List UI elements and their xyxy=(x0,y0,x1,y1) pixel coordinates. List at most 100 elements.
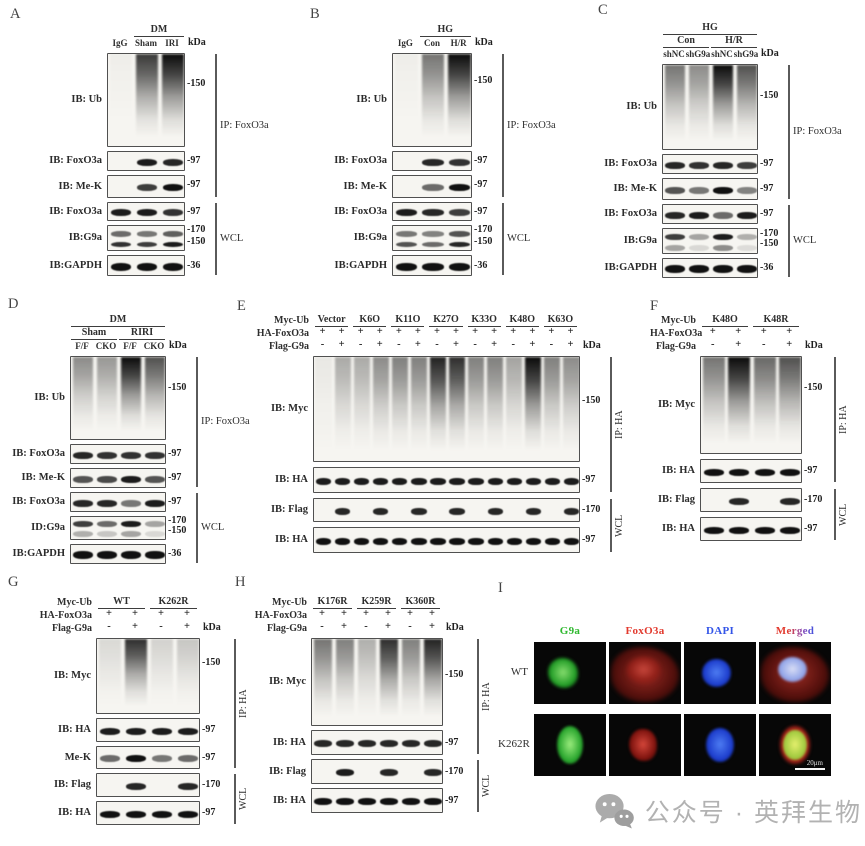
mw-marker: -150 xyxy=(804,382,823,394)
protein-band xyxy=(125,727,147,735)
protein-band xyxy=(729,526,750,534)
mw-marker: -150 xyxy=(202,657,221,669)
construct-value: + xyxy=(341,608,347,619)
protein-band xyxy=(395,262,417,271)
protein-band xyxy=(729,497,750,505)
protein-band xyxy=(422,231,444,237)
construct-value: + xyxy=(529,339,536,350)
protein-smear xyxy=(487,357,504,461)
protein-smear xyxy=(124,639,148,713)
blot-box xyxy=(313,467,580,493)
protein-smear xyxy=(315,357,332,461)
blot-box xyxy=(107,255,185,276)
construct-value: - xyxy=(511,339,516,350)
antibody-label: IB: Myc xyxy=(53,670,91,681)
bracket-label: WCL xyxy=(201,522,225,533)
construct-label: Myc-Ub xyxy=(661,315,696,326)
group-text: K33O xyxy=(471,314,497,325)
blot-box xyxy=(313,527,580,553)
protein-band xyxy=(110,241,132,248)
protein-band xyxy=(354,537,370,545)
group-label: H/R xyxy=(711,35,757,48)
mw-marker: -97 xyxy=(187,179,201,191)
protein-smear xyxy=(702,357,725,453)
group-text: RIRI xyxy=(130,327,154,338)
protein-smear xyxy=(448,54,471,146)
lane-label: IgG xyxy=(397,38,413,48)
protein-band xyxy=(354,477,370,485)
protein-band xyxy=(449,262,471,271)
kda-label: kDa xyxy=(475,37,493,48)
mw-marker: -97 xyxy=(168,496,182,507)
blot-box xyxy=(313,356,580,462)
antibody-label: IB: HA xyxy=(273,736,306,748)
protein-band xyxy=(424,798,442,805)
group-text: K360R xyxy=(405,596,436,607)
protein-band xyxy=(665,233,685,240)
protein-band xyxy=(395,209,417,216)
mw-marker: -170 xyxy=(202,779,221,790)
panel-I: I G9a FoxO3a DAPI Merged WT K262R 20μm xyxy=(498,580,862,796)
protein-band xyxy=(380,769,398,776)
blot-box xyxy=(107,175,185,198)
protein-band xyxy=(689,211,709,219)
mw-marker: -170 xyxy=(760,227,779,239)
protein-band xyxy=(145,475,165,483)
protein-band xyxy=(336,798,354,805)
kda-label: kDa xyxy=(169,340,187,351)
kda-label: kDa xyxy=(203,622,221,633)
group-text: H/R xyxy=(725,35,743,46)
bracket-line xyxy=(477,639,479,754)
protein-band xyxy=(449,507,465,515)
construct-value: + xyxy=(132,621,138,632)
mw-marker: -97 xyxy=(202,724,216,735)
antibody-label: IB: FoxO3a xyxy=(604,208,657,219)
protein-band xyxy=(162,158,184,166)
lane-label: CKO xyxy=(143,341,165,351)
blot-box xyxy=(662,64,758,150)
construct-value: + xyxy=(106,608,112,619)
bracket-line xyxy=(610,357,612,492)
protein-smear xyxy=(161,54,184,146)
protein-band xyxy=(125,810,147,818)
mw-marker: -97 xyxy=(445,736,459,748)
protein-smear xyxy=(353,357,370,461)
antibody-label: IB: HA xyxy=(662,465,695,476)
panel-label: G xyxy=(8,574,20,590)
mw-marker: -97 xyxy=(760,158,774,169)
protein-band xyxy=(151,755,173,762)
protein-band xyxy=(422,158,444,166)
panel-label: E xyxy=(237,298,247,314)
micrograph xyxy=(534,714,606,776)
protein-band xyxy=(754,526,775,534)
bracket-line xyxy=(610,499,612,552)
antibody-label: IB: HA xyxy=(662,523,695,534)
group-label: HG xyxy=(663,22,757,35)
protein-smear xyxy=(72,357,94,439)
protein-band xyxy=(315,537,332,545)
mw-marker: -170 xyxy=(804,494,823,505)
protein-band xyxy=(162,184,184,191)
construct-value: + xyxy=(338,339,345,350)
group-label: HG xyxy=(419,24,471,37)
blot-box xyxy=(392,225,472,251)
protein-band xyxy=(336,769,354,776)
kda-label: kDa xyxy=(188,37,206,48)
protein-band xyxy=(125,782,147,790)
construct-value: + xyxy=(385,608,391,619)
construct-value: + xyxy=(184,608,190,619)
blot-box xyxy=(70,468,166,488)
protein-band xyxy=(380,740,398,747)
bracket-line xyxy=(788,65,790,199)
construct-group: K33O xyxy=(467,314,501,327)
protein-smear xyxy=(421,54,445,146)
construct-label: Myc-Ub xyxy=(274,315,309,326)
construct-value: + xyxy=(376,339,383,350)
group-text: K11O xyxy=(395,314,421,325)
mw-marker: -150 xyxy=(582,394,601,406)
blot-box xyxy=(107,225,185,251)
construct-value: - xyxy=(397,339,401,350)
scalebar-label: 20μm xyxy=(806,759,823,767)
protein-band xyxy=(392,477,408,485)
